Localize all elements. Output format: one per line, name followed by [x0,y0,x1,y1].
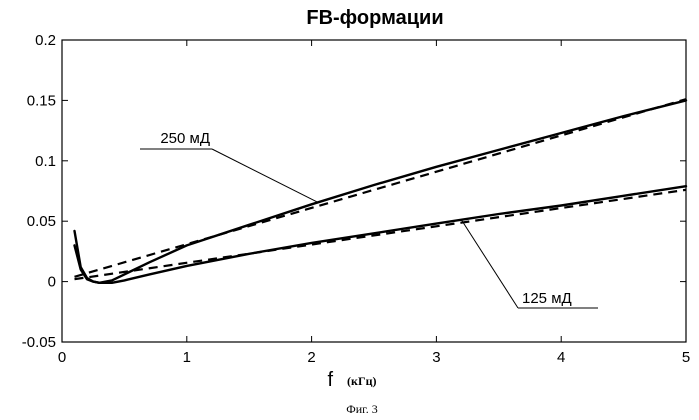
y-tick-label: 0.05 [27,213,56,230]
annotation-leader-line [461,220,518,308]
series-layer [75,99,687,283]
series-1-dashed-line [75,99,687,277]
series-2-solid-line [75,186,687,283]
x-tick-label: 0 [58,349,66,366]
y-tick-label: 0 [48,274,56,291]
annotation-layer: 250 мД 125 мД [140,130,598,308]
x-tick-label: 5 [682,349,690,366]
y-tick-label: 0.15 [27,92,56,109]
chart-title: FB-формации [306,7,443,29]
annotation-label: 250 мД [160,130,210,147]
y-tick-label: -0.05 [22,334,56,351]
x-tick-label: 3 [432,349,440,366]
y-tick-label: 0.2 [35,32,56,49]
series-0-solid-line [75,100,687,282]
annotation-label: 125 мД [522,290,572,307]
x-tick-label: 4 [557,349,565,366]
y-tick-label: 0.1 [35,153,56,170]
annotation-leader-line [212,149,318,202]
figure-caption: Фиг. 3 [346,402,377,416]
series-3-dashed-line [75,190,687,279]
x-tick-label: 2 [307,349,315,366]
x-axis-label: f(кГц) [327,369,376,391]
plot-area [62,40,686,342]
x-tick-label: 1 [183,349,191,366]
